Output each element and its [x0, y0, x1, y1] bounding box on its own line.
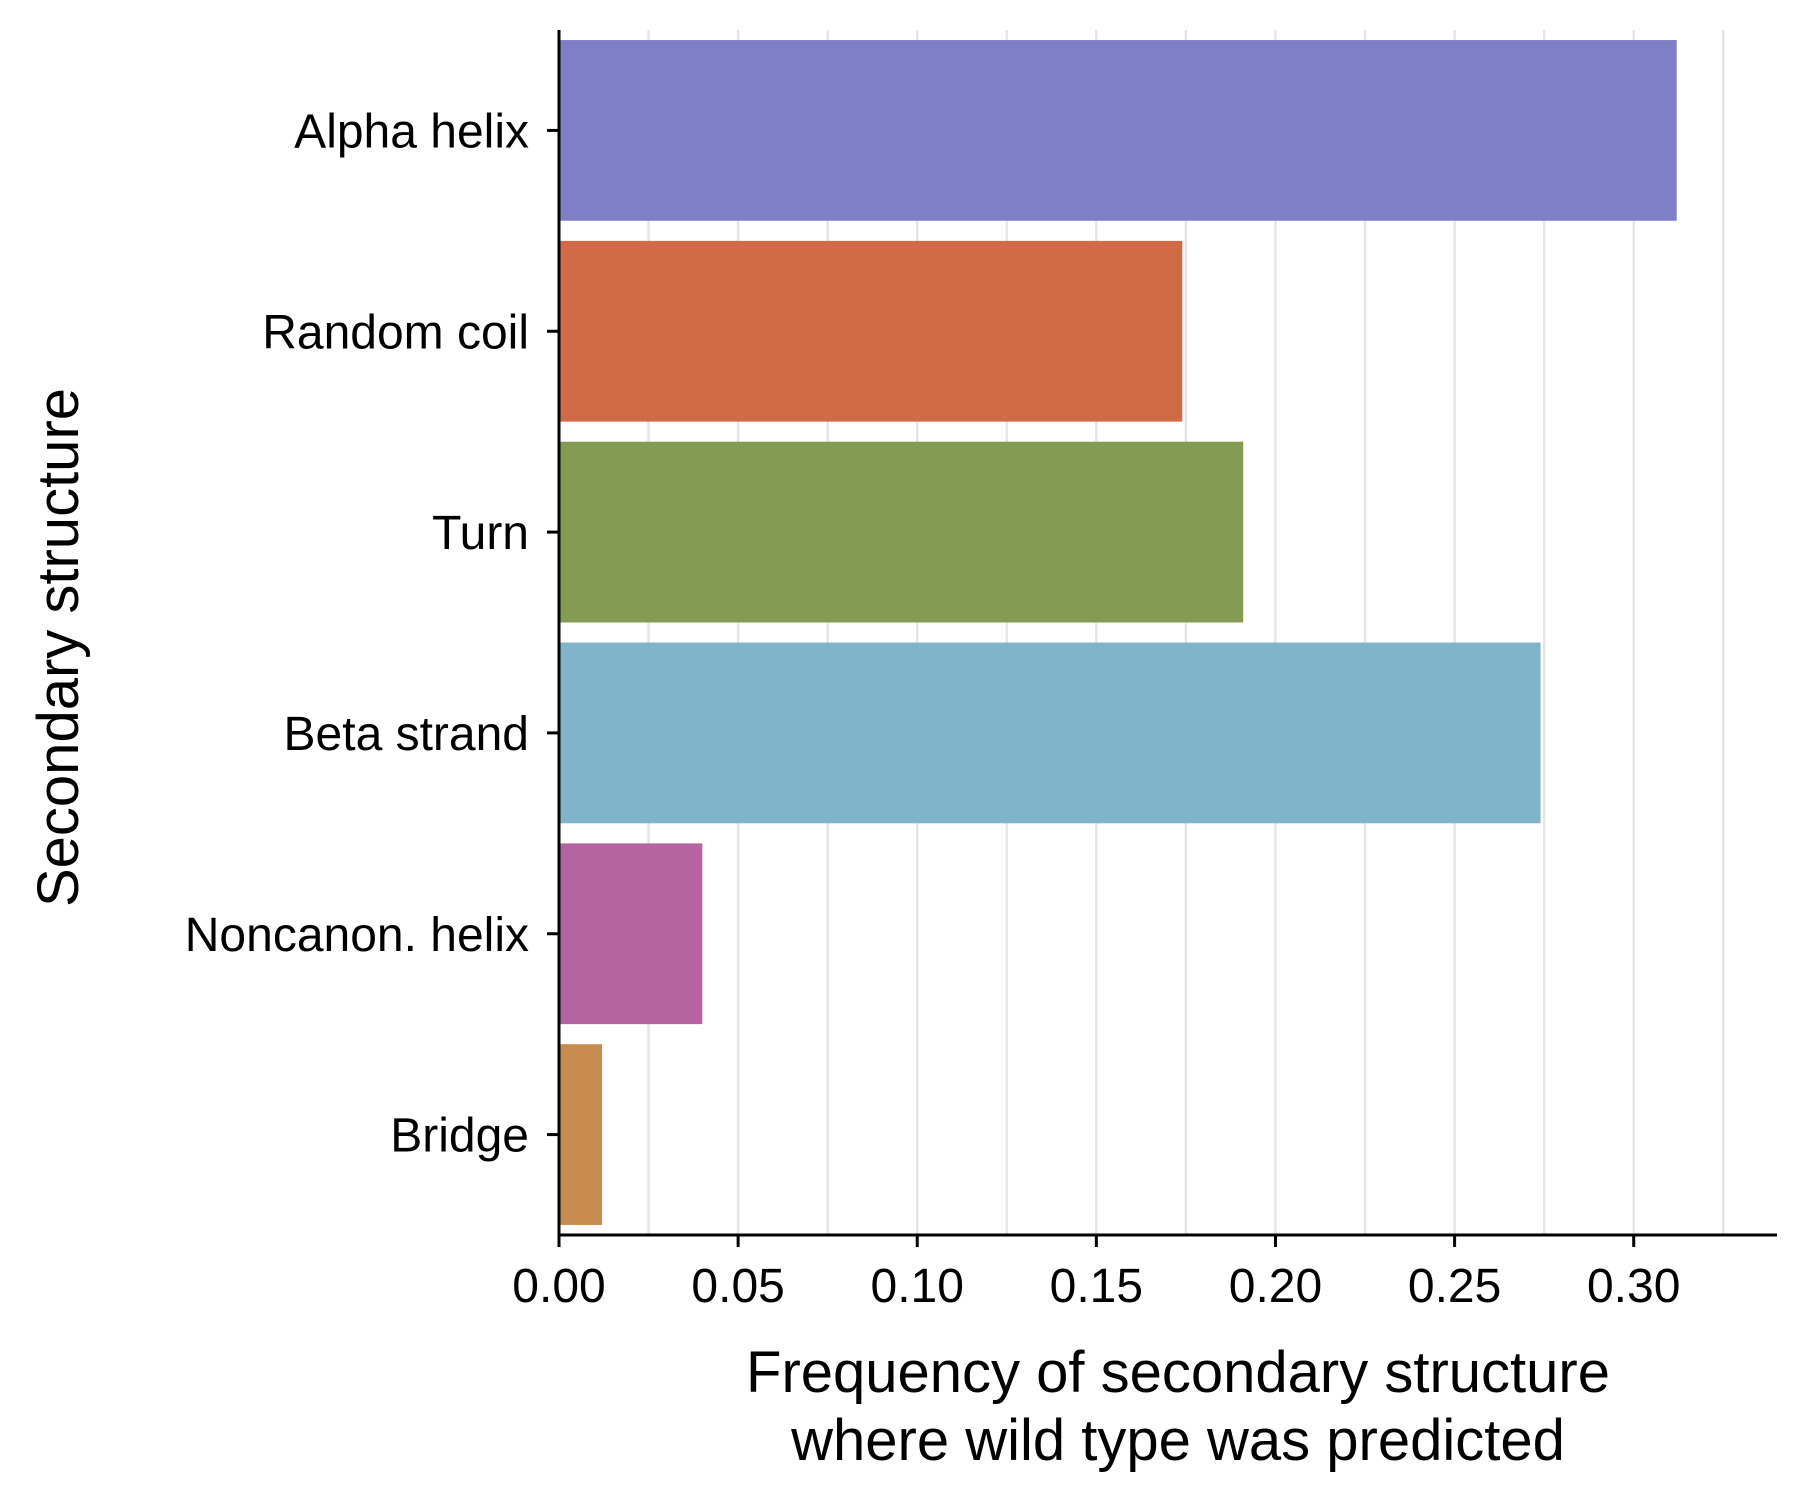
x-ticks: 0.00 0.05 0.10 0.15 0.20 0.25 0.30: [512, 1235, 1680, 1313]
y-tick-label: Beta strand: [284, 708, 529, 761]
bar-noncanon-helix: [559, 843, 703, 1025]
grid-lines: [647, 30, 1725, 1235]
x-tick-label: 0.05: [691, 1260, 784, 1313]
y-tick-label: Random coil: [262, 306, 529, 359]
x-tick-label: 0.00: [512, 1260, 605, 1313]
y-tick-label: Bridge: [390, 1110, 529, 1163]
x-tick-label: 0.25: [1408, 1260, 1501, 1313]
x-axis-title-line-2: where wild type was predicted: [790, 1408, 1565, 1473]
bars: [559, 40, 1677, 1225]
x-tick-label: 0.20: [1229, 1260, 1322, 1313]
x-tick-label: 0.15: [1050, 1260, 1143, 1313]
x-tick-label: 0.10: [871, 1260, 964, 1313]
bar-alpha-helix: [559, 40, 1677, 221]
y-axis-title: Secondary structure: [26, 388, 91, 907]
x-tick-label: 0.30: [1587, 1260, 1680, 1313]
y-tick-label: Noncanon. helix: [185, 909, 529, 962]
bar-bridge: [559, 1044, 602, 1225]
bar-turn: [559, 441, 1244, 623]
axes: [557, 30, 1777, 1237]
y-ticks: Alpha helix Random coil Turn Beta strand Non…: [185, 105, 559, 1163]
y-tick-label: Alpha helix: [294, 105, 529, 158]
bar-beta-strand: [559, 642, 1541, 824]
bar-random-coil: [559, 240, 1183, 422]
x-axis-title-line-1: Frequency of secondary structure: [746, 1340, 1610, 1405]
y-tick-label: Turn: [432, 507, 529, 560]
